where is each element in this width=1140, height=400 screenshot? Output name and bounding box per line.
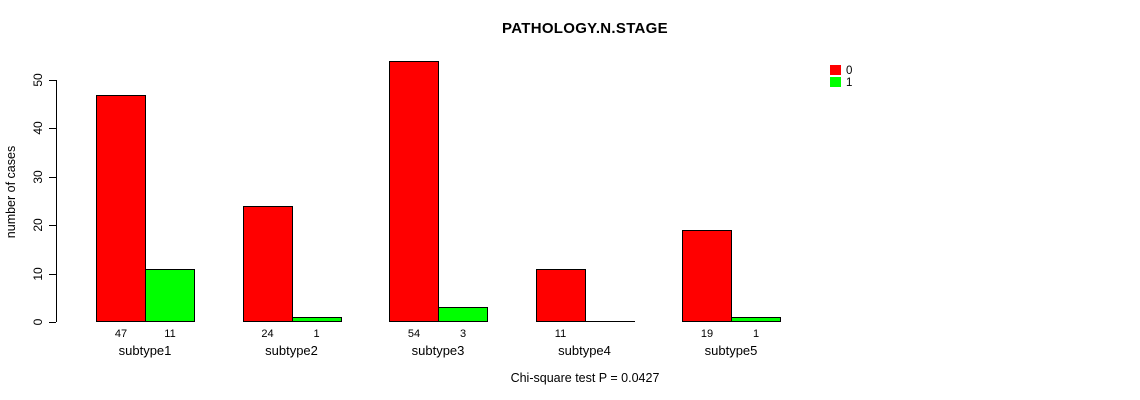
bar-subtype2-series1: [291, 317, 342, 322]
chi-square-annotation: Chi-square test P = 0.0427: [510, 371, 660, 385]
y-axis-tick: [49, 80, 56, 81]
bar-subtype1-series0: [96, 95, 146, 322]
y-axis-tick: [49, 128, 56, 130]
bar-subtype4-series0: [535, 269, 586, 322]
y-axis-tick-label: 0: [31, 318, 45, 326]
y-axis-tick: [49, 176, 56, 178]
y-axis-tick-label: 10: [31, 266, 45, 281]
chart-title: PATHOLOGY.N.STAGE: [502, 20, 668, 37]
y-axis-line: [56, 80, 57, 322]
y-axis-tick: [49, 322, 56, 323]
legend-swatch-0: [830, 65, 841, 75]
x-axis-category-label: subtype3: [411, 343, 465, 358]
bar-subtype4-series1-zero: [584, 321, 635, 322]
y-axis-tick-label: 50: [31, 73, 45, 87]
bar-value-label: 1: [752, 328, 760, 340]
y-axis-tick-label: 20: [31, 218, 45, 232]
y-axis-tick: [49, 273, 56, 275]
x-axis-category-label: subtype1: [118, 343, 172, 358]
bar-value-label: 11: [554, 328, 567, 340]
x-axis-category-label: subtype2: [265, 343, 318, 358]
y-axis-label: number of cases: [3, 145, 18, 239]
y-axis-tick-label: 40: [31, 121, 45, 136]
bar-value-label: 3: [459, 328, 467, 340]
x-axis-category-label: subtype4: [558, 343, 611, 358]
bar-value-label: 47: [114, 328, 128, 340]
bar-value-label: 54: [407, 328, 421, 340]
bar-subtype5-series0: [682, 230, 732, 322]
legend-label-1: 1: [846, 76, 853, 89]
legend-label-0: 0: [846, 65, 853, 77]
bar-value-label: 19: [700, 328, 714, 340]
bar-value-label: 1: [313, 328, 320, 340]
bar-subtype3-series0: [389, 61, 439, 322]
bar-subtype5-series1: [731, 317, 781, 322]
bar-value-label: 24: [261, 328, 274, 340]
legend-swatch-1: [830, 76, 841, 87]
y-axis-tick-label: 30: [31, 170, 45, 184]
x-axis-category-label: subtype5: [704, 343, 758, 358]
bar-subtype3-series1: [438, 307, 488, 322]
y-axis-tick: [49, 225, 56, 227]
bar-value-label: 11: [164, 328, 176, 340]
bar-subtype1-series1: [145, 269, 195, 322]
bar-subtype2-series0: [242, 206, 293, 322]
